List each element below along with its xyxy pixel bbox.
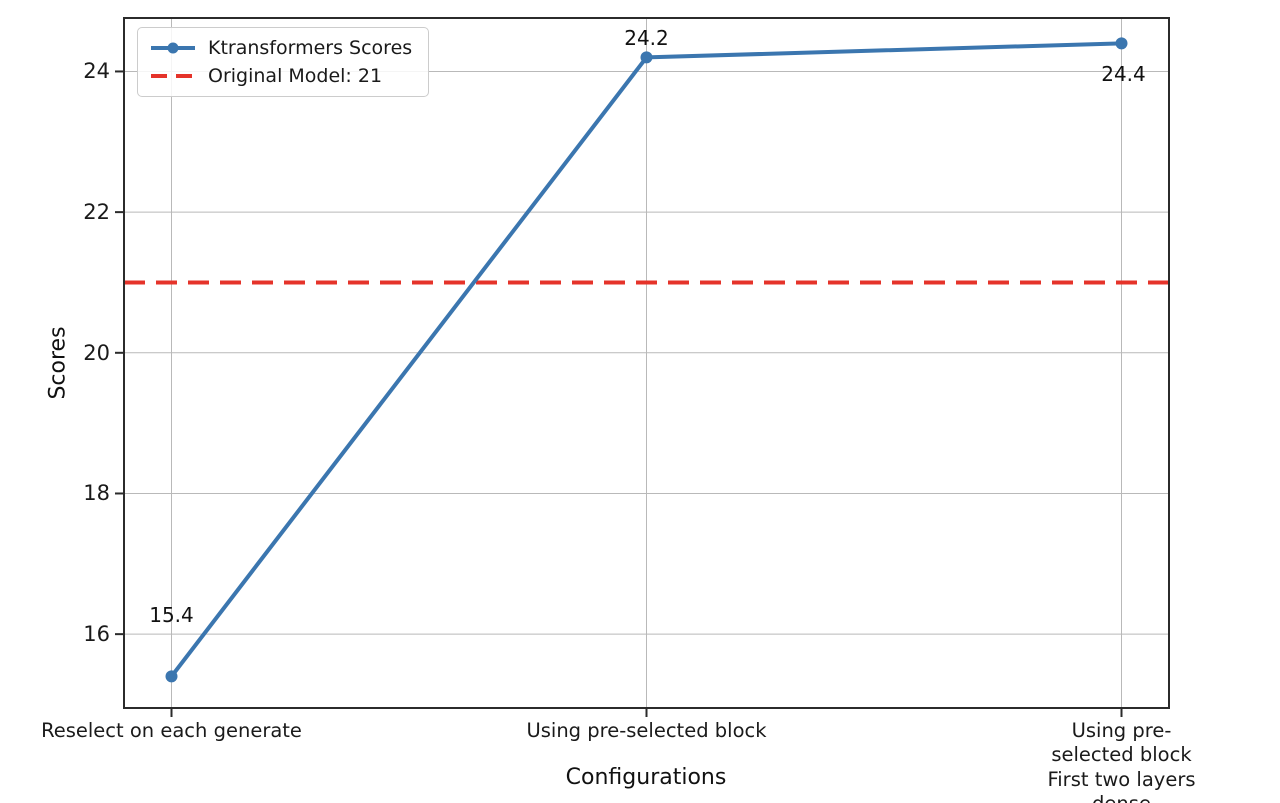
- x-tick-label: Using pre-selected block: [526, 719, 767, 742]
- x-axis-label: Configurations: [565, 765, 727, 790]
- y-tick-label: 24: [83, 59, 110, 84]
- legend-label-reference: Original Model: 21: [208, 65, 383, 87]
- y-tick-label: 22: [83, 200, 110, 225]
- y-axis-label: Scores: [45, 326, 71, 400]
- y-tick-label: 18: [83, 481, 110, 506]
- solid-line-marker-sample-icon: [151, 42, 195, 54]
- y-tick-label: 20: [83, 340, 110, 365]
- y-tick-label: 16: [83, 622, 110, 647]
- data-point-label: 15.4: [149, 603, 194, 628]
- legend-label-series: Ktransformers Scores: [208, 37, 413, 59]
- data-point-label: 24.4: [1101, 62, 1146, 87]
- data-point-marker: [640, 51, 653, 64]
- data-point-marker: [1115, 37, 1128, 50]
- x-tick-label: Using pre-selected block First two layer…: [1047, 719, 1196, 803]
- data-point-marker: [165, 670, 178, 683]
- legend-item-ktransformers-scores: Ktransformers Scores: [150, 37, 412, 59]
- data-point-label: 24.2: [624, 26, 669, 51]
- dashed-line-sample-icon: [151, 74, 195, 78]
- legend: Ktransformers Scores Original Model: 21: [137, 27, 430, 97]
- x-tick-label: Reselect on each generate: [41, 719, 302, 742]
- legend-item-original-model: Original Model: 21: [150, 65, 412, 87]
